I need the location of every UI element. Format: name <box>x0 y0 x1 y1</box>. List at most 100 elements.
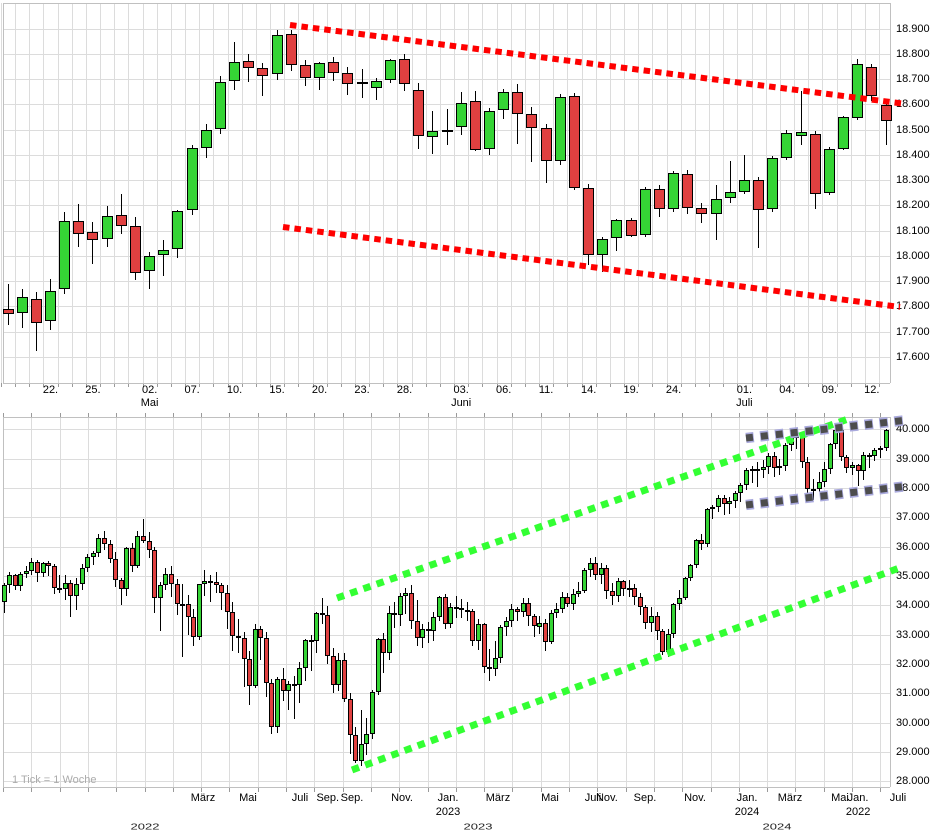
v-gridline <box>496 2 498 383</box>
h-gridline <box>3 53 890 55</box>
candle-wick <box>92 222 94 264</box>
bullish-candle <box>23 570 29 574</box>
bullish-candle <box>158 249 170 255</box>
bearish-candle <box>654 615 660 632</box>
v-gridline <box>369 2 371 383</box>
x-axis-tick <box>172 413 174 417</box>
v-gridline <box>738 417 740 787</box>
bullish-candle <box>576 591 582 594</box>
x-axis-tick <box>144 413 146 417</box>
bullish-candle <box>7 574 13 586</box>
h-gridline <box>3 488 890 490</box>
bearish-candle <box>308 639 314 642</box>
v-gridline <box>229 417 231 787</box>
bearish-candle <box>632 587 638 597</box>
bearish-candle <box>174 584 180 604</box>
x-axis-label: Jan. <box>437 792 459 804</box>
bullish-candle <box>639 189 651 235</box>
h-gridline <box>3 79 890 80</box>
x-axis-tick <box>539 382 541 387</box>
bullish-candle <box>738 180 750 192</box>
bullish-candle <box>157 584 163 599</box>
x-axis-label: Juli <box>889 792 907 804</box>
candle-wick <box>248 54 250 83</box>
bullish-candle <box>214 82 226 129</box>
bullish-candle <box>59 220 71 290</box>
x-axis-label: 20. <box>311 383 328 396</box>
candle-wick <box>852 462 853 476</box>
x-axis-tick <box>624 382 626 387</box>
y-axis-label: 32.000 <box>896 658 930 671</box>
y-axis-label: 34.000 <box>896 599 930 612</box>
bearish-candle <box>413 90 425 137</box>
h-gridline <box>3 576 890 578</box>
x-axis-tick <box>29 382 31 387</box>
bullish-candle <box>364 734 370 744</box>
bearish-candle <box>399 59 411 85</box>
bullish-candle <box>172 210 184 249</box>
bullish-candle <box>436 597 442 617</box>
x-axis-tick <box>553 382 555 387</box>
v-gridline <box>87 417 89 787</box>
x-axis-tick <box>880 787 882 792</box>
bullish-candle <box>74 583 80 597</box>
h-gridline <box>3 104 890 106</box>
x-axis-tick <box>510 382 512 387</box>
x-axis-tick <box>609 382 611 387</box>
bullish-candle <box>732 492 738 501</box>
candle-wick <box>729 161 731 204</box>
bearish-candle <box>512 91 524 115</box>
bullish-candle <box>738 485 744 493</box>
x-axis-tick <box>85 382 87 387</box>
bearish-candle <box>526 603 532 616</box>
y-axis-label: 18.100 <box>896 224 930 237</box>
bullish-candle <box>676 597 682 605</box>
bullish-candle <box>626 587 632 590</box>
bearish-candle <box>453 606 459 609</box>
bearish-candle <box>57 588 63 591</box>
x-axis-tick <box>569 787 570 792</box>
y-axis-label: 40.000 <box>896 423 930 436</box>
v-gridline <box>255 2 257 383</box>
bearish-candle <box>604 568 610 592</box>
v-gridline <box>540 417 542 787</box>
bullish-candle <box>554 96 566 161</box>
x-axis-tick <box>399 787 401 792</box>
x-axis-tick <box>512 787 514 792</box>
x-axis-label: Juli <box>584 792 602 804</box>
bullish-candle <box>665 633 671 653</box>
v-gridline <box>609 2 611 383</box>
bullish-candle <box>275 679 281 727</box>
v-gridline <box>298 2 300 383</box>
bearish-candle <box>425 629 431 632</box>
rising-channel-lower-line[interactable] <box>350 563 904 774</box>
v-gridline <box>114 2 116 383</box>
plot-border-right <box>890 2 891 383</box>
x-axis-tick <box>142 382 144 387</box>
y-axis-label: 35.000 <box>896 570 930 583</box>
x-axis-label: März <box>485 792 511 804</box>
candle-wick <box>48 561 50 576</box>
v-gridline <box>709 2 711 383</box>
bullish-candle <box>649 615 655 624</box>
bearish-candle <box>880 105 892 122</box>
bullish-candle <box>883 429 889 449</box>
x-axis-month-label: Juli <box>736 396 753 409</box>
candle-wick <box>800 90 802 146</box>
bearish-candle <box>342 660 348 700</box>
bullish-candle <box>693 539 699 566</box>
y-axis-label: 18.800 <box>896 47 930 60</box>
x-axis-tick <box>227 382 229 387</box>
x-axis-label: Sep. <box>340 792 364 804</box>
bearish-candle <box>291 683 297 686</box>
v-gridline <box>397 2 399 383</box>
bearish-candle <box>409 593 414 622</box>
bullish-candle <box>710 506 716 509</box>
x-axis-year-label: 2023 <box>435 805 461 818</box>
v-gridline <box>342 417 344 787</box>
bearish-candle <box>34 561 40 574</box>
x-axis-tick <box>879 382 881 387</box>
x-axis-label: 25. <box>85 383 101 396</box>
bearish-candle <box>185 604 191 618</box>
bearish-candle <box>469 101 481 150</box>
